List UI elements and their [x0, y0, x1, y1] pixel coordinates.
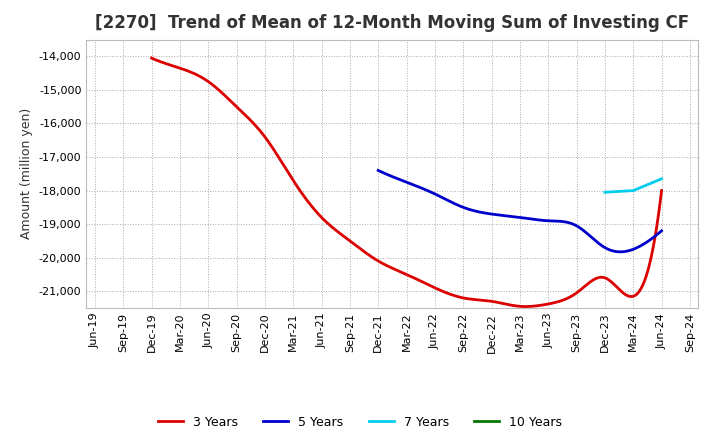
Y-axis label: Amount (million yen): Amount (million yen) — [20, 108, 33, 239]
Legend: 3 Years, 5 Years, 7 Years, 10 Years: 3 Years, 5 Years, 7 Years, 10 Years — [153, 411, 567, 434]
Title: [2270]  Trend of Mean of 12-Month Moving Sum of Investing CF: [2270] Trend of Mean of 12-Month Moving … — [95, 15, 690, 33]
